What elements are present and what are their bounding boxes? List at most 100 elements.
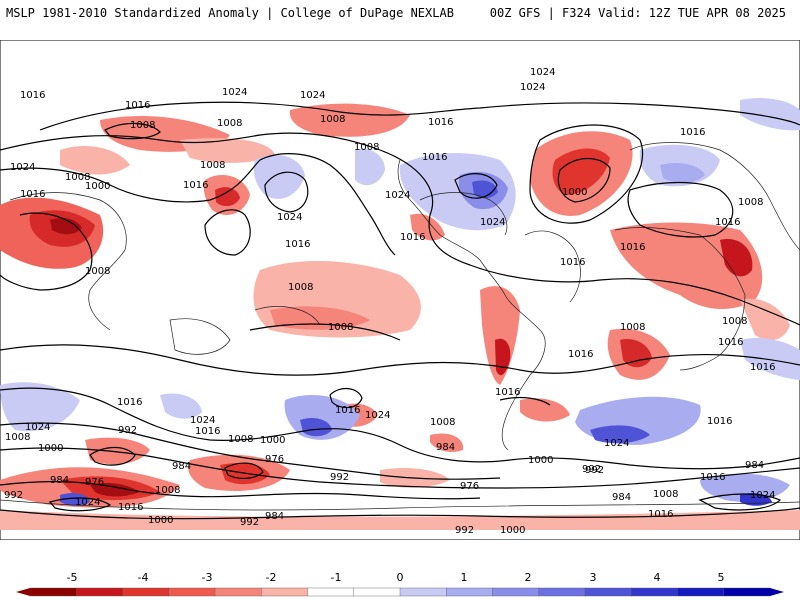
- isobar-label: 1024: [365, 410, 390, 421]
- colorbar-swatch: [538, 587, 586, 597]
- isobar-label: 1008: [85, 266, 110, 277]
- isobar-label: 1016: [117, 397, 142, 408]
- isobar-label: 984: [612, 492, 631, 503]
- isobar-label: 976: [265, 454, 284, 465]
- colorbar-swatch: [29, 587, 77, 597]
- isobar-label: 1016: [428, 117, 453, 128]
- isobar-label: 1008: [200, 160, 225, 171]
- colorbar-tick-label: -5: [67, 571, 78, 584]
- colorbar-swatch: [214, 587, 262, 597]
- colorbar-tick-label: 2: [525, 571, 532, 584]
- isobar-label: 984: [172, 461, 191, 472]
- isobar-label: 1000: [528, 455, 553, 466]
- isobar-label: 1008: [430, 417, 455, 428]
- anomaly-colorbar: -5 -4 -3 -2 -1 0 1 2 3 4 5: [16, 571, 784, 597]
- isobar-label: 1008: [65, 172, 90, 183]
- isobar-label: 1016: [20, 189, 45, 200]
- isobar-label: 976: [85, 477, 104, 488]
- isobar-label: 1024: [530, 67, 555, 78]
- model-run-info: 00Z GFS | F324 Valid: 12Z TUE APR 08 202…: [489, 6, 786, 20]
- isobar-label: 992: [455, 525, 474, 536]
- map-title: MSLP 1981-2010 Standardized Anomaly | Co…: [6, 6, 454, 20]
- isobar-label: 1008: [5, 432, 30, 443]
- colorbar-tick-label: 4: [654, 571, 661, 584]
- colorbar-tick-label: 0: [397, 571, 404, 584]
- isobar-label: 1016: [648, 509, 673, 520]
- colorbar-swatch: [168, 587, 216, 597]
- colorbar-swatch: [723, 587, 771, 597]
- isobar-label: 1008: [155, 485, 180, 496]
- isobar-label: 1016: [285, 239, 310, 250]
- mslp-anomaly-map: 1024 1024 1024 1016 1008 1008 1016 1024 …: [0, 40, 800, 540]
- isobar-label: 1016: [707, 416, 732, 427]
- isobar-label: 1024: [75, 497, 100, 508]
- isobar-label: 992: [240, 517, 259, 528]
- colorbar-labels: -5 -4 -3 -2 -1 0 1 2 3 4 5: [67, 571, 725, 584]
- isobar-label: 1000: [85, 181, 110, 192]
- colorbar-swatch: [122, 587, 170, 597]
- isobar-label: 1016: [715, 217, 740, 228]
- colorbar-tick-label: -4: [138, 571, 149, 584]
- isobar-label: 984: [50, 475, 69, 486]
- isobar-label: 1016: [422, 152, 447, 163]
- isobar-label: 1024: [222, 87, 247, 98]
- isobar-label: 1000: [148, 515, 173, 526]
- isobar-labels: 1024 1024 1024 1016 1008 1008 1016 1024 …: [4, 67, 775, 536]
- isobar-label: 1008: [217, 118, 242, 129]
- colorbar-left-extend: [16, 588, 30, 596]
- isobar-label: 992: [585, 465, 604, 476]
- isobar-label: 1008: [130, 120, 155, 131]
- isobar-label: 992: [330, 472, 349, 483]
- colorbar-tick-label: -1: [331, 571, 342, 584]
- colorbar-swatch: [261, 587, 309, 597]
- colorbar-right-extend: [770, 588, 784, 596]
- isobar-label: 1024: [750, 490, 775, 501]
- isobar-label: 1016: [750, 362, 775, 373]
- isobar-label: 1000: [500, 525, 525, 536]
- colorbar-tick-label: -2: [266, 571, 277, 584]
- colorbar-tick-label: 1: [461, 571, 468, 584]
- isobar-label: 1016: [680, 127, 705, 138]
- isobar-label: 1016: [183, 180, 208, 191]
- colorbar-swatch: [446, 587, 494, 597]
- isobar-label: 984: [265, 511, 284, 522]
- isobar-label: 992: [582, 464, 601, 475]
- isobar-label: 1008: [328, 322, 353, 333]
- isobar-label: 1024: [25, 422, 50, 433]
- isobar-label: 984: [745, 460, 764, 471]
- colorbar-swatch: [307, 587, 355, 597]
- isobar-label: 1008: [653, 489, 678, 500]
- isobar-label: 1024: [300, 90, 325, 101]
- isobar-label: 1008: [620, 322, 645, 333]
- colorbar-swatch: [76, 587, 124, 597]
- isobar-label: 1024: [520, 82, 545, 93]
- isobar-label: 1024: [190, 415, 215, 426]
- isobar-label: 1024: [10, 162, 35, 173]
- isobar-label: 1000: [260, 435, 285, 446]
- isobar-label: 1016: [620, 242, 645, 253]
- isobar-label: 992: [4, 490, 23, 501]
- isobar-label: 1016: [20, 90, 45, 101]
- colorbar-swatch: [399, 587, 447, 597]
- isobar-label: 1024: [480, 217, 505, 228]
- isobar-label: 1008: [320, 114, 345, 125]
- isobar-label: 1000: [38, 443, 63, 454]
- coastlines: [0, 142, 800, 511]
- colorbar-swatch: [492, 587, 540, 597]
- isobar-label: 992: [118, 425, 137, 436]
- colorbar-tick-label: -3: [202, 571, 213, 584]
- isobar-label: 1008: [228, 434, 253, 445]
- isobar-label: 984: [436, 442, 455, 453]
- isobar-label: 1000: [562, 187, 587, 198]
- colorbar-swatch: [584, 587, 632, 597]
- isobar-label: 1016: [495, 387, 520, 398]
- isobar-label: 1016: [568, 349, 593, 360]
- colorbar-swatch: [677, 587, 725, 597]
- isobar-contours: [0, 101, 800, 520]
- positive-anomaly-shading: [0, 98, 800, 506]
- isobar-label: 1008: [738, 197, 763, 208]
- isobar-label: 1016: [125, 100, 150, 111]
- isobar-label: 1016: [700, 472, 725, 483]
- isobar-label: 1008: [288, 282, 313, 293]
- isobar-label: 1008: [722, 316, 747, 327]
